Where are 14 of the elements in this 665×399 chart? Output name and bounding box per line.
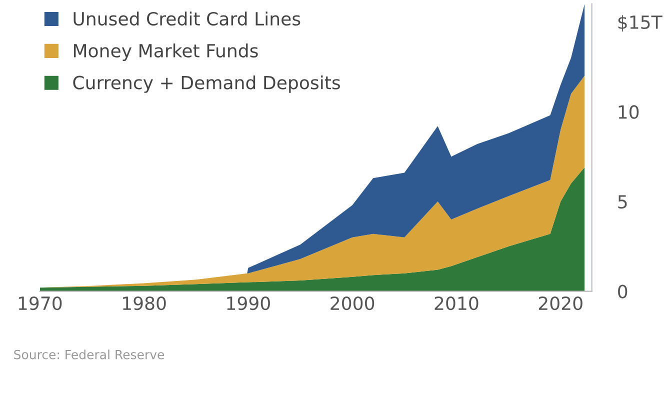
x-tick-label: 1970 xyxy=(18,296,62,310)
x-tick-label: 1990 xyxy=(227,296,270,310)
y-tick-label: 0 xyxy=(618,284,628,298)
legend-label: Currency + Demand Deposits xyxy=(73,75,340,93)
source-note: Source: Federal Reserve xyxy=(14,350,164,360)
y-tick-label: 5 xyxy=(618,195,627,209)
x-tick-label: 2010 xyxy=(434,296,478,310)
y-tick-label: 10 xyxy=(618,105,639,119)
legend-label: Unused Credit Card Lines xyxy=(74,12,300,26)
legend-label: Money Market Funds xyxy=(74,44,258,62)
x-tick-label: 2020 xyxy=(538,296,582,310)
y-tick-label: $15T xyxy=(618,15,662,32)
x-tick-label: 1980 xyxy=(123,296,166,310)
x-tick-label: 2000 xyxy=(330,296,374,310)
